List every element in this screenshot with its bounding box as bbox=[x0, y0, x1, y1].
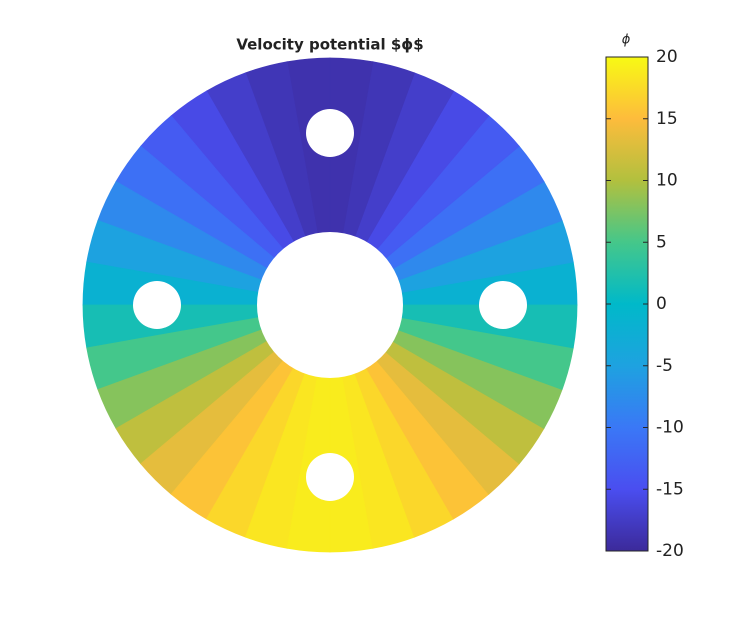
hole bbox=[257, 232, 403, 378]
colorbar-tick-label: -20 bbox=[656, 541, 684, 561]
hole bbox=[133, 281, 181, 329]
colorbar-tick-label: -5 bbox=[656, 356, 673, 376]
colorbar-tick-label: 20 bbox=[656, 47, 678, 67]
colorbar-tick-label: 15 bbox=[656, 109, 678, 129]
hole bbox=[479, 281, 527, 329]
colorbar-tick-label: -15 bbox=[656, 479, 684, 499]
colorbar bbox=[605, 56, 649, 552]
colorbar-tick-label: 5 bbox=[656, 232, 667, 252]
colorbar-tick-label: 10 bbox=[656, 171, 678, 191]
colorbar-label: ϕ bbox=[622, 33, 631, 48]
chart-title: Velocity potential $ϕ$ bbox=[236, 36, 423, 54]
hole bbox=[306, 453, 354, 501]
colorbar-tick-label: 0 bbox=[656, 294, 667, 314]
colorbar-tick-label: -10 bbox=[656, 418, 684, 438]
holes bbox=[133, 109, 527, 501]
hole bbox=[306, 109, 354, 157]
